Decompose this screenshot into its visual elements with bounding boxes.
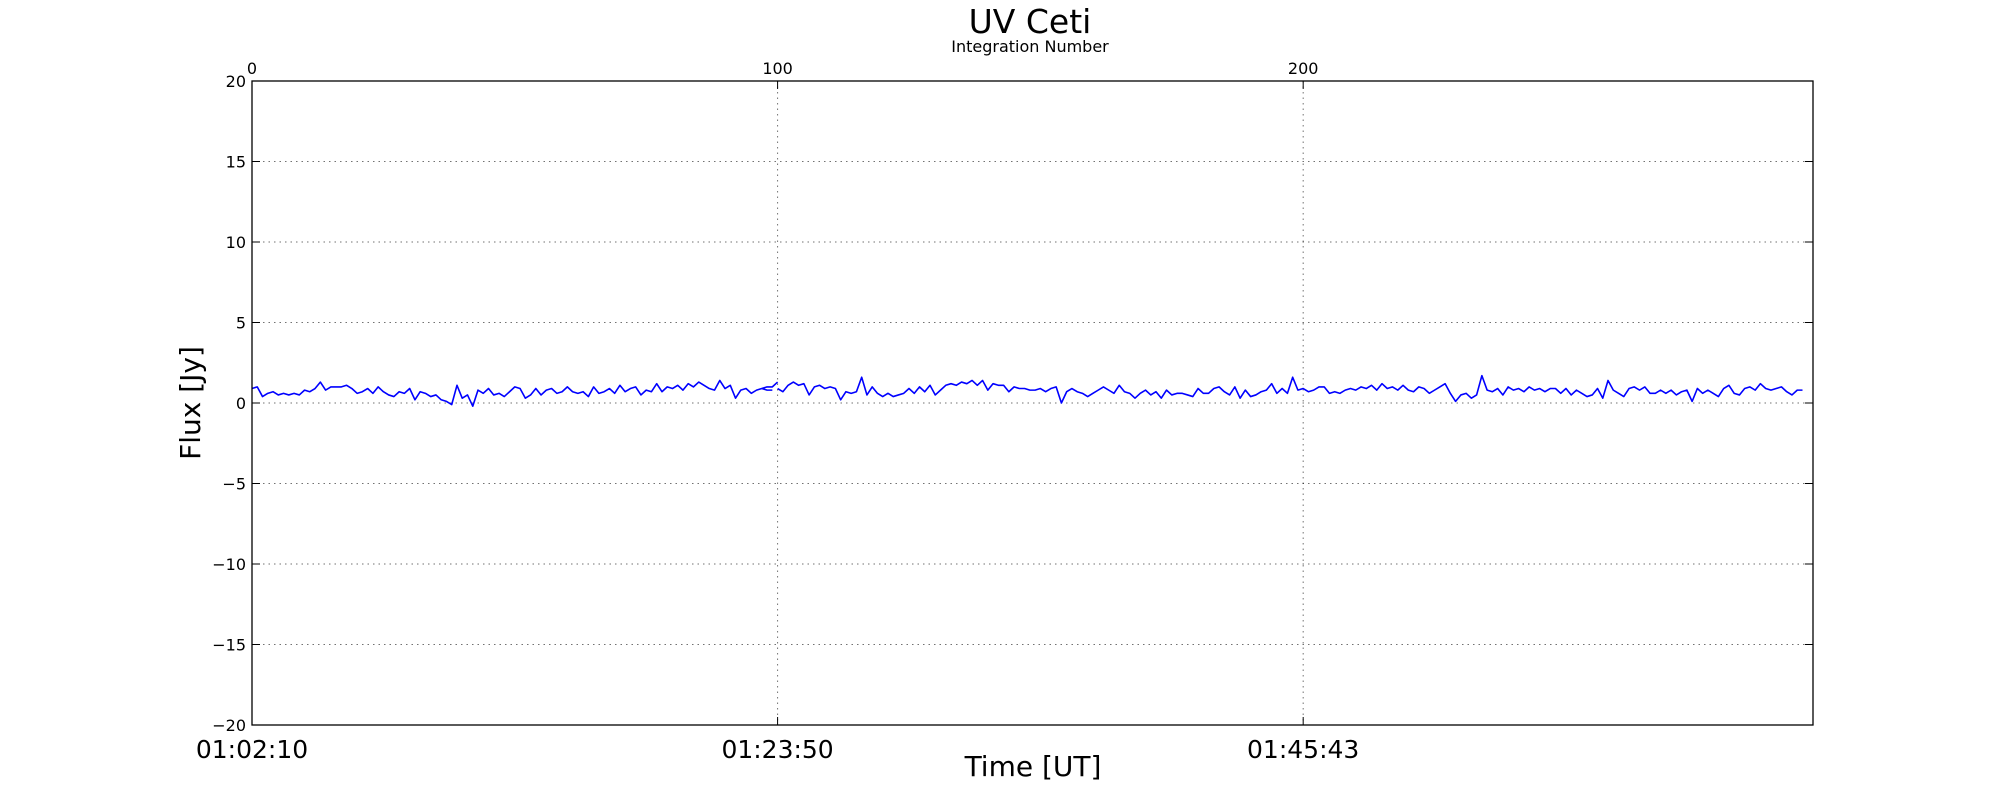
bottom-tick-label: 01:45:43	[1247, 735, 1359, 764]
y-tick-label: −5	[222, 475, 246, 494]
x-axis-label: Time [UT]	[964, 750, 1102, 783]
series-layer	[251, 374, 1803, 408]
top-tick-label: 100	[762, 59, 793, 78]
series-line-segment	[251, 379, 779, 408]
y-tick-label: 15	[226, 153, 246, 172]
grid-lines	[252, 81, 1813, 725]
y-tick-label: −20	[212, 716, 246, 735]
plot-frame	[251, 80, 1814, 726]
bottom-tick-label: 01:23:50	[721, 735, 833, 764]
y-tick-label: −15	[212, 636, 246, 655]
y-tick-label: 5	[236, 314, 246, 333]
bottom-tick-label: 01:02:10	[196, 735, 308, 764]
series-line-segment	[761, 387, 773, 391]
y-axis-label: Flux [Jy]	[174, 346, 207, 460]
chart-title: UV Ceti	[969, 2, 1092, 41]
top-tick-labels: 0 100 200	[247, 59, 1319, 78]
series-line-segment	[777, 374, 1803, 404]
top-axis-label: Integration Number	[951, 37, 1109, 56]
y-tick-label: 20	[226, 72, 246, 91]
bottom-tick-labels: 01:02:10 01:23:50 01:45:43	[196, 735, 1359, 764]
y-tick-label: −10	[212, 555, 246, 574]
top-tick-label: 200	[1288, 59, 1319, 78]
y-tick-label: 0	[236, 394, 246, 413]
y-tick-labels: 20 15 10 5 0 −5 −10 −15 −20	[212, 72, 246, 735]
y-tick-label: 10	[226, 233, 246, 252]
top-tick-label: 0	[247, 59, 257, 78]
